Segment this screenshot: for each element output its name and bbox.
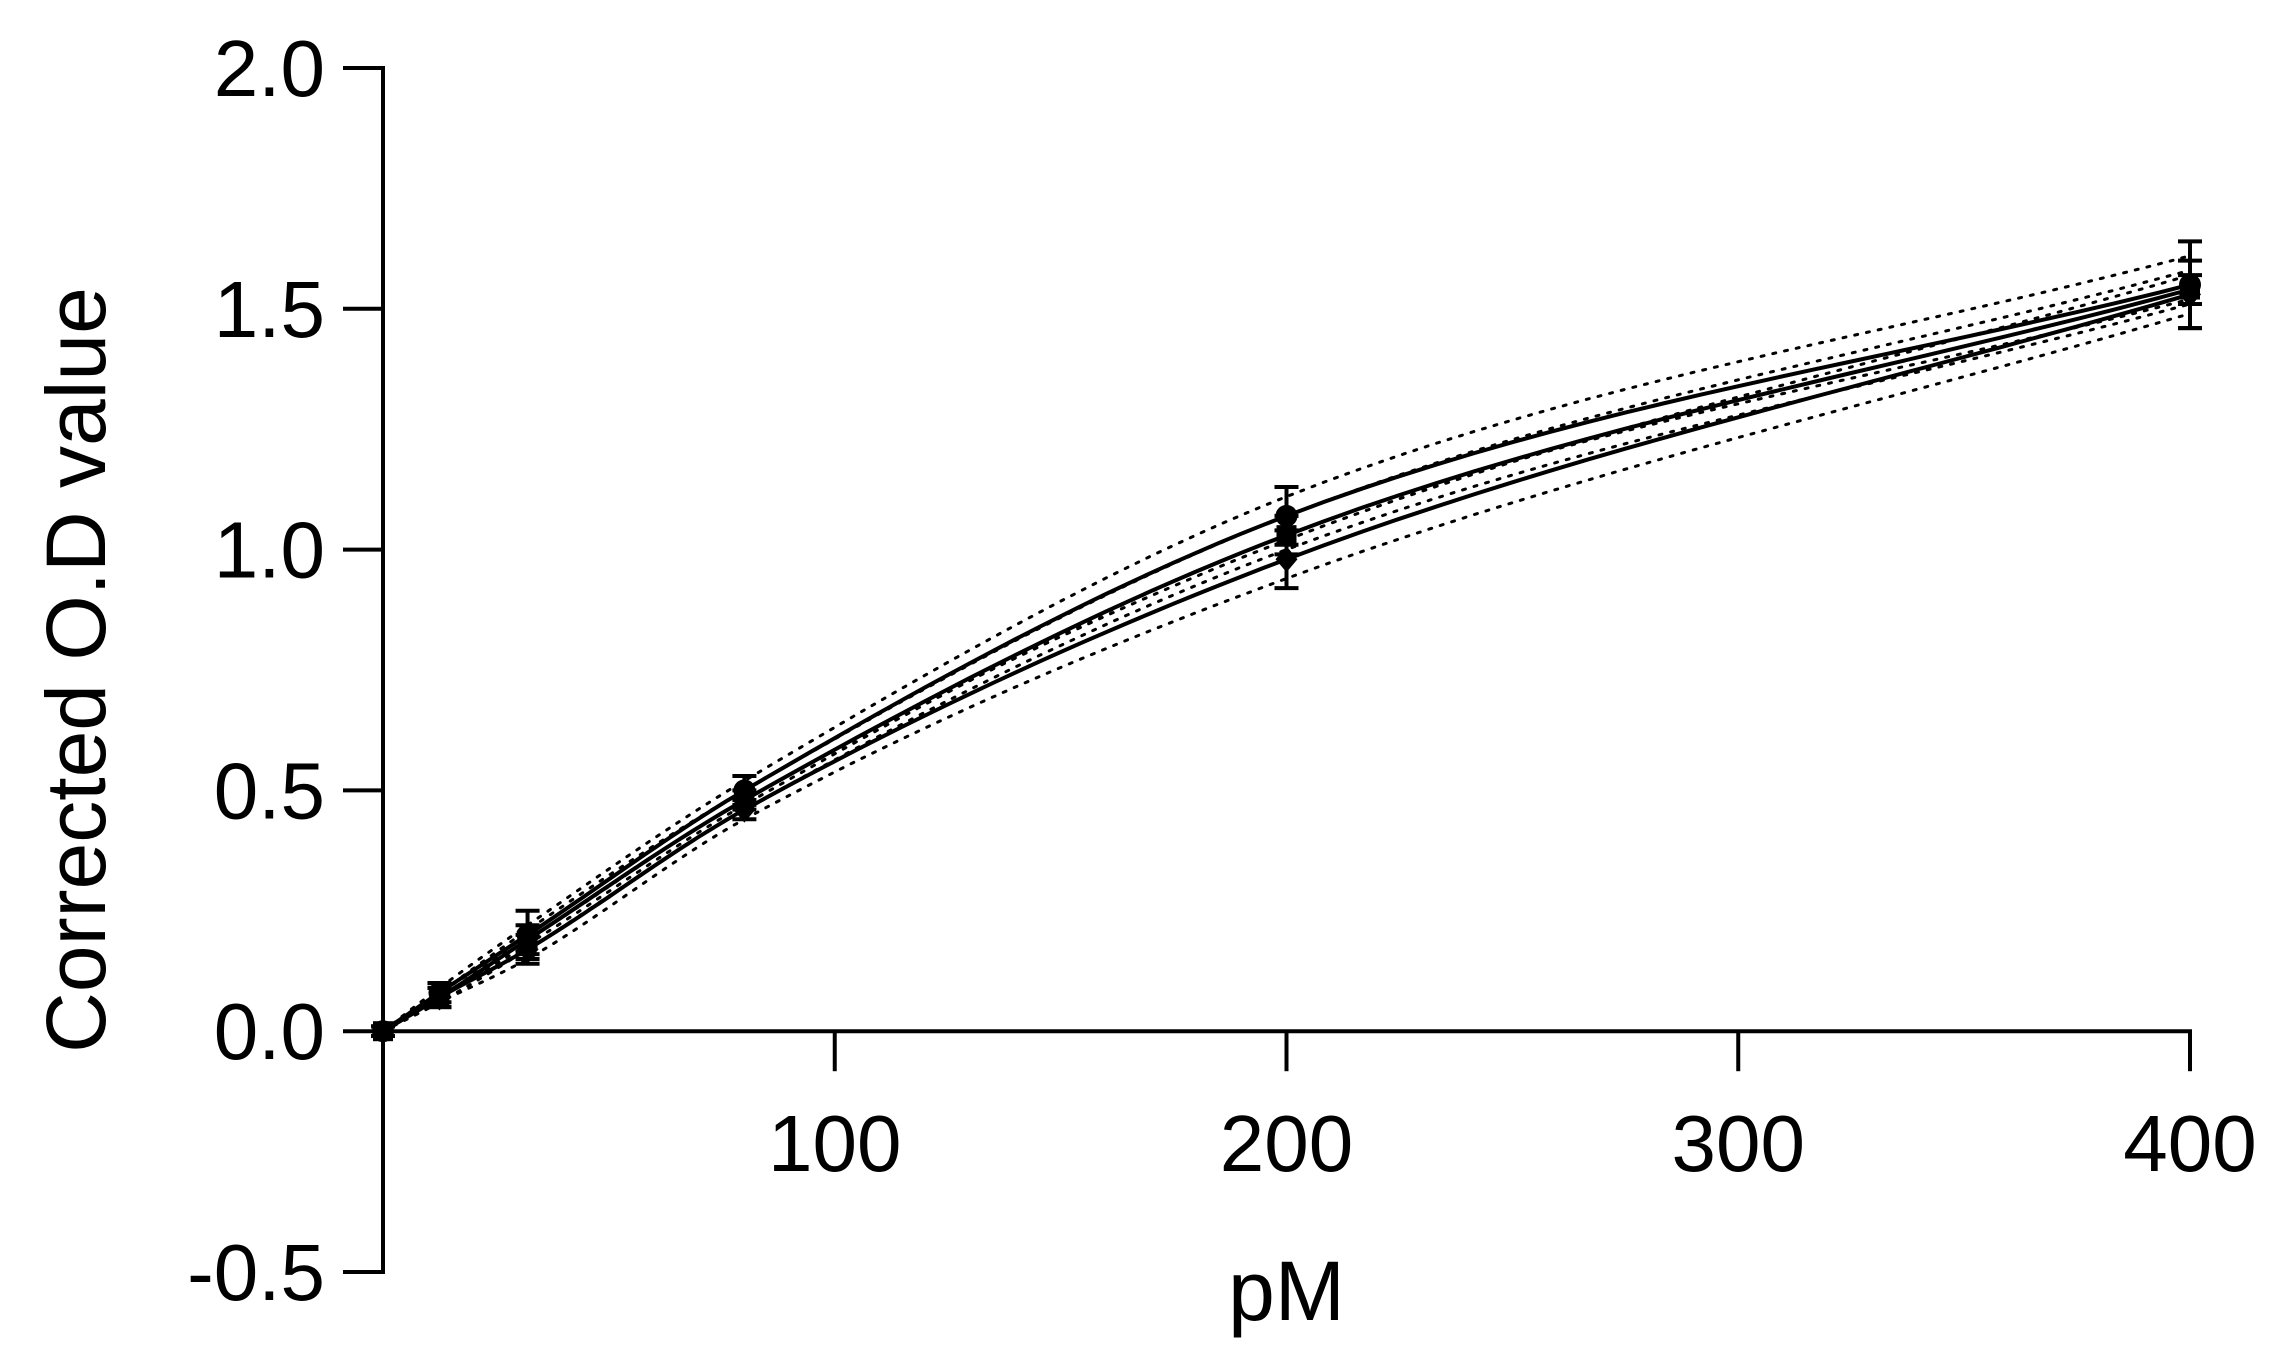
y-tick-label: 1.5	[214, 265, 325, 354]
data-point	[428, 984, 451, 1011]
data-markers	[372, 273, 2201, 1045]
y-axis-title: Corrected O.D value	[29, 287, 123, 1053]
confidence-band-upper-2	[381, 268, 2192, 1033]
data-point	[1276, 525, 1297, 546]
axes	[343, 66, 2192, 1274]
fit-curve-2	[381, 287, 2191, 1033]
data-point	[733, 796, 756, 823]
confidence-band-upper-3	[381, 273, 2192, 1033]
y-tick-label: -0.5	[187, 1228, 325, 1317]
y-tick-label: 1.0	[214, 506, 325, 595]
confidence-band-lower-1	[381, 297, 2192, 1033]
x-tick-label: 400	[2123, 1099, 2256, 1188]
y-tick-label: 0.5	[214, 746, 325, 835]
x-tick-label: 200	[1220, 1099, 1353, 1188]
data-point	[516, 936, 539, 963]
fit-curves	[381, 282, 2191, 1033]
y-tick-label: 0.0	[214, 987, 325, 1076]
data-point	[2179, 281, 2201, 308]
fit-curve-1	[381, 282, 2191, 1033]
tick-labels: -0.5 0.0 0.5 1.0 1.5 2.0 100 200 300 400	[187, 24, 2257, 1317]
x-tick-label: 300	[1672, 1099, 1805, 1188]
confidence-band-lower-3	[381, 312, 2192, 1033]
data-point	[1275, 504, 1298, 527]
error-bars	[371, 239, 2202, 1039]
data-point	[1275, 546, 1298, 573]
x-axis-title: pM	[1228, 1244, 1345, 1338]
confidence-band-lower-2	[381, 302, 2192, 1033]
confidence-bands	[381, 254, 2192, 1033]
y-tick-label: 2.0	[214, 24, 325, 113]
x-tick-label: 100	[768, 1099, 901, 1188]
fit-curve-3	[381, 292, 2191, 1033]
